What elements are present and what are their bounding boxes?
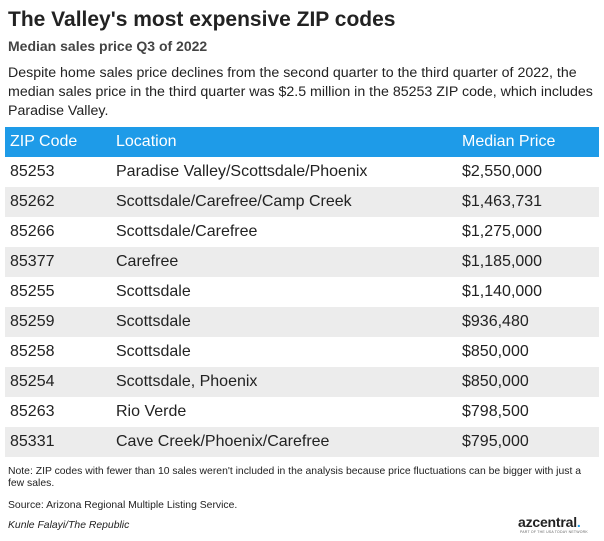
cell-price: $795,000: [457, 427, 599, 457]
table-row: 85259 Scottsdale $936,480: [5, 307, 599, 337]
cell-price: $1,185,000: [457, 247, 599, 277]
table-row: 85266 Scottsdale/Carefree $1,275,000: [5, 217, 599, 247]
column-header-location: Location: [111, 127, 457, 157]
table-row: 85263 Rio Verde $798,500: [5, 397, 599, 427]
cell-price: $1,275,000: [462, 223, 543, 240]
table-row: 85253 Paradise Valley/Scottsdale/Phoenix $…: [5, 157, 599, 187]
cell-location: Scottsdale/Carefree: [116, 223, 258, 240]
credit-line: Kunle Falayi/The Republic: [8, 520, 130, 531]
cell-location: Scottsdale: [111, 307, 457, 337]
logo-dot: .: [576, 514, 581, 530]
column-header-price: Median Price: [457, 127, 599, 157]
cell-location: Cave Creek/Phoenix/Carefree: [111, 427, 457, 457]
cell-location: Scottsdale: [116, 343, 191, 360]
cell-zip: 85263: [10, 403, 55, 420]
cell-price: $1,463,731: [457, 187, 599, 217]
chart-subtitle: Median sales price Q3 of 2022: [8, 38, 208, 54]
cell-location: Scottsdale, Phoenix: [111, 367, 457, 397]
cell-price: $1,140,000: [462, 283, 543, 300]
cell-location: Rio Verde: [116, 403, 187, 420]
table-row: 85258 Scottsdale $850,000: [5, 337, 599, 367]
cell-price: $936,480: [457, 307, 599, 337]
data-table: ZIP Code Location Median Price 85253 Para…: [5, 127, 599, 457]
cell-location: Paradise Valley/Scottsdale/Phoenix: [116, 163, 368, 180]
cell-price: $850,000: [457, 367, 599, 397]
cell-zip: 85262: [5, 187, 111, 217]
cell-zip: 85253: [10, 163, 55, 180]
chart-title: The Valley's most expensive ZIP codes: [8, 8, 396, 31]
cell-zip: 85331: [5, 427, 111, 457]
table-row: 85331 Cave Creek/Phoenix/Carefree $795,000: [5, 427, 599, 457]
table-body: 85253 Paradise Valley/Scottsdale/Phoenix $…: [5, 157, 599, 457]
table-header-row: ZIP Code Location Median Price: [5, 127, 599, 157]
cell-price: $850,000: [462, 343, 529, 360]
table-row: 85262 Scottsdale/Carefree/Camp Creek $1,46…: [5, 187, 599, 217]
logo-tagline: PART OF THE USA TODAY NETWORK: [520, 530, 588, 534]
footnote: Note: ZIP codes with fewer than 10 sales…: [8, 466, 582, 489]
cell-price: $798,500: [462, 403, 529, 420]
source-line: Source: Arizona Regional Multiple Listin…: [8, 500, 238, 511]
cell-location: Scottsdale/Carefree/Camp Creek: [111, 187, 457, 217]
table-row: 85254 Scottsdale, Phoenix $850,000: [5, 367, 599, 397]
cell-zip: 85258: [10, 343, 55, 360]
cell-zip: 85255: [10, 283, 55, 300]
cell-location: Scottsdale: [116, 283, 191, 300]
cell-zip: 85377: [5, 247, 111, 277]
cell-zip: 85254: [5, 367, 111, 397]
table-row: 85377 Carefree $1,185,000: [5, 247, 599, 277]
logo-text: azcentral: [518, 514, 577, 530]
table-row: 85255 Scottsdale $1,140,000: [5, 277, 599, 307]
azcentral-logo: azcentral.: [518, 514, 581, 530]
cell-price: $2,550,000: [462, 163, 543, 180]
chart-description: Despite home sales price declines from t…: [8, 65, 593, 119]
column-header-zip: ZIP Code: [5, 127, 111, 157]
cell-location: Carefree: [111, 247, 457, 277]
cell-zip: 85259: [5, 307, 111, 337]
cell-zip: 85266: [10, 223, 55, 240]
